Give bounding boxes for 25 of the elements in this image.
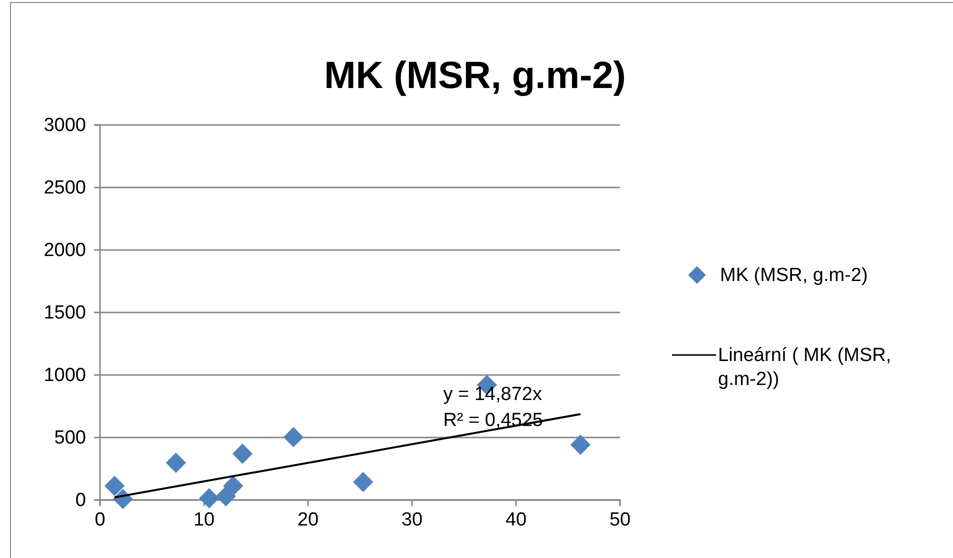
point bbox=[104, 476, 125, 496]
chart-title: MK (MSR, g.m-2) bbox=[324, 55, 626, 97]
y-tick-label: 3000 bbox=[44, 115, 86, 136]
legend-label: MK (MSR, g.m-2) bbox=[720, 265, 868, 286]
y-tick-label: 1500 bbox=[44, 302, 86, 324]
point bbox=[199, 488, 220, 508]
y-tick-label: 2500 bbox=[44, 178, 86, 199]
x-tick-label: 10 bbox=[193, 509, 215, 530]
point bbox=[570, 434, 591, 455]
x-tick-label: 40 bbox=[505, 509, 527, 530]
y-tick-label: 1000 bbox=[44, 365, 86, 386]
x-tick-label: 0 bbox=[94, 509, 106, 530]
y-tick-label: 500 bbox=[54, 428, 86, 449]
y-tick-label: 0 bbox=[75, 490, 86, 512]
point bbox=[353, 472, 374, 492]
point bbox=[232, 444, 253, 464]
x-tick-label: 50 bbox=[609, 509, 631, 530]
x-tick-label: 20 bbox=[297, 509, 319, 530]
point bbox=[223, 476, 244, 496]
y-tick-label: 2000 bbox=[44, 240, 86, 262]
annotation: y = 14,872x bbox=[443, 384, 542, 405]
legend-label: Lineární ( MK (MSR, g.m-2)) bbox=[718, 345, 892, 390]
point bbox=[283, 427, 304, 448]
x-tick-label: 30 bbox=[401, 509, 423, 530]
point bbox=[166, 452, 186, 473]
